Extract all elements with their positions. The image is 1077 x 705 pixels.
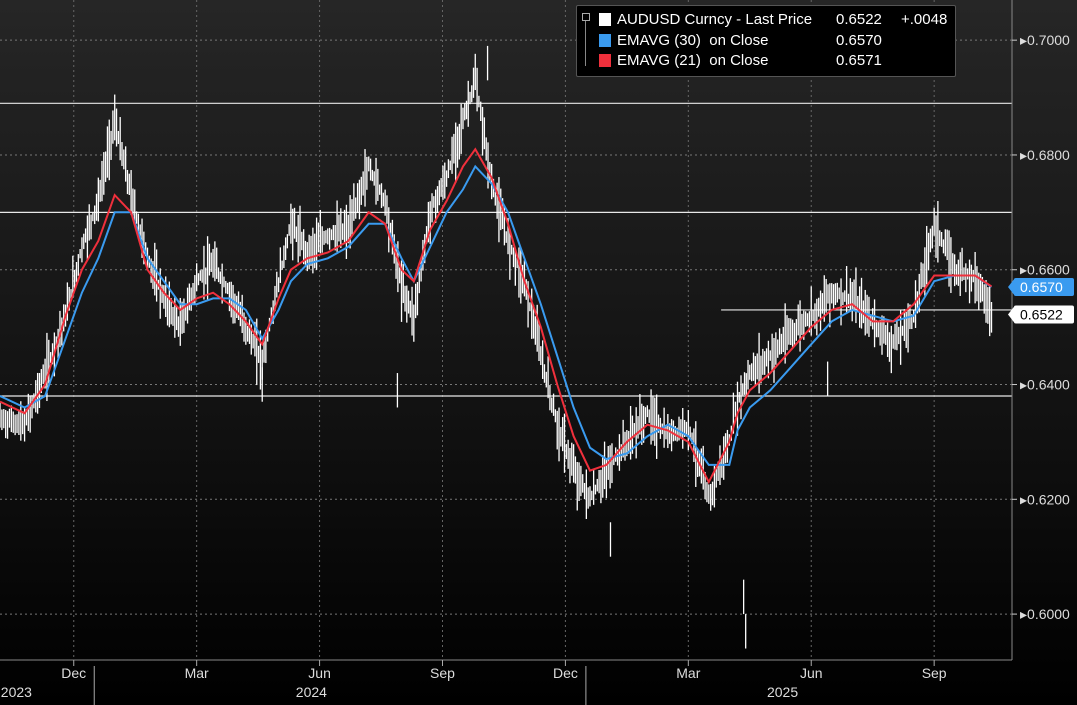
legend-swatch-main	[599, 13, 611, 26]
legend-name-ema21: EMAVG (21) on Close	[617, 52, 769, 69]
x-year-label: 2024	[296, 684, 327, 700]
x-month-label: Jun	[800, 665, 823, 681]
legend-value-main: 0.6522	[836, 11, 882, 28]
x-year-label: 2025	[767, 684, 798, 700]
legend-row-ema21[interactable]: EMAVG (21) on Close 0.6571	[577, 51, 957, 71]
legend-value-ema21: 0.6571	[836, 52, 882, 69]
y-tick-label: ▸0.6000	[1020, 606, 1070, 622]
ema21-line	[0, 147, 993, 485]
legend-panel[interactable]: AUDUSD Curncy - Last Price 0.6522 +.0048…	[576, 5, 956, 77]
x-month-label: Jun	[308, 665, 331, 681]
legend-swatch-ema21	[599, 54, 611, 67]
x-month-label: Sep	[922, 665, 947, 681]
x-month-label: Sep	[430, 665, 455, 681]
y-tick-label: ▸0.6200	[1020, 491, 1070, 507]
legend-name-ema30: EMAVG (30) on Close	[617, 32, 769, 49]
last-price-tag	[1014, 277, 1074, 296]
legend-name-main: AUDUSD Curncy - Last Price	[617, 11, 813, 28]
y-tick-label: ▸0.6600	[1020, 262, 1070, 278]
last-price-tag	[1014, 305, 1074, 324]
x-month-label: Dec	[61, 665, 86, 681]
last-price-tag-label: 0.6522	[1020, 307, 1063, 323]
last-price-tag-arrow	[1008, 305, 1015, 324]
x-month-label: Mar	[676, 665, 700, 681]
legend-swatch-ema30	[599, 34, 611, 47]
y-tick-label: ▸0.6400	[1020, 377, 1070, 393]
ema30-line	[0, 164, 993, 466]
x-year-label: 2023	[1, 684, 32, 700]
last-price-tag-arrow	[1008, 277, 1015, 296]
legend-value-ema30: 0.6570	[836, 32, 882, 49]
x-month-label: Mar	[185, 665, 209, 681]
legend-row-main[interactable]: AUDUSD Curncy - Last Price 0.6522 +.0048	[577, 10, 957, 30]
legend-tree-line	[585, 14, 593, 66]
last-price-tag-label: 0.6570	[1020, 279, 1063, 295]
legend-row-ema30[interactable]: EMAVG (30) on Close 0.6570	[577, 31, 957, 51]
collapse-icon[interactable]	[582, 13, 590, 21]
y-tick-label: ▸0.6800	[1020, 147, 1070, 163]
legend-change-main: +.0048	[901, 11, 948, 28]
y-tick-label: ▸0.7000	[1020, 32, 1070, 48]
x-month-label: Dec	[553, 665, 578, 681]
